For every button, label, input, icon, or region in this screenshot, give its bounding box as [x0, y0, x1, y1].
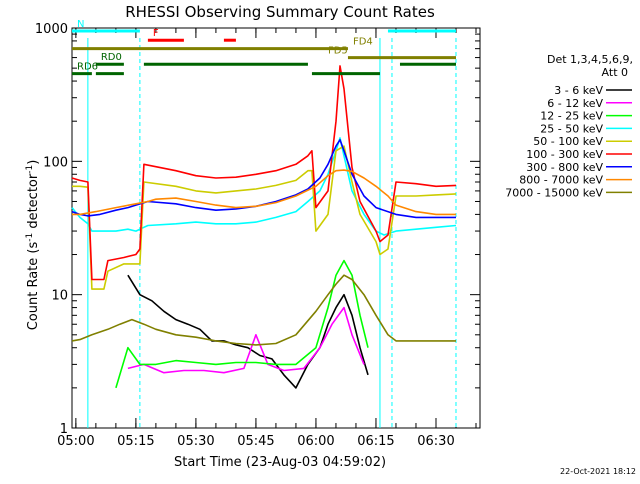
series-line [71, 137, 457, 236]
legend-label: 25 - 50 keV [540, 122, 603, 135]
series-line [71, 65, 457, 281]
series-line [127, 274, 369, 389]
annotation-label: FD5 [328, 46, 348, 57]
annotation-label: RD6 [77, 62, 98, 73]
x-tick-label: 05:30 [177, 434, 214, 449]
y-tick-label: 10 [51, 289, 68, 304]
y-axis-label: Count Rate (s-1 detector-1) [25, 160, 41, 331]
annotation-label: FD4 [353, 37, 373, 48]
legend-label: 12 - 25 keV [540, 110, 603, 123]
series-line [72, 169, 456, 216]
legend-label: 300 - 800 keV [526, 161, 603, 174]
x-tick-label: 06:15 [357, 434, 394, 449]
x-axis-label: Start Time (23-Aug-03 04:59:02) [174, 455, 386, 470]
legend-label: 100 - 300 keV [526, 148, 603, 161]
legend-label: 3 - 6 keV [554, 84, 603, 97]
x-tick-label: 05:15 [117, 434, 154, 449]
series-line [72, 145, 457, 290]
annotation-label: N [77, 19, 84, 30]
annotation-label: F [153, 28, 159, 39]
legend-header-line-1: Det 1,3,4,5,6,9, [547, 53, 633, 66]
y-tick-label: 1 [60, 422, 68, 437]
footer-timestamp: 22-Oct-2021 18:12 [560, 467, 636, 476]
y-tick-label: 100 [43, 155, 68, 170]
legend-label: 800 - 7000 keV [519, 174, 603, 187]
series-line [127, 306, 365, 374]
plot-area: 1 10 100 1000 05:00 05:15 05:30 05:45 06:00 06:15… [35, 19, 481, 449]
legend-label: 7000 - 15000 keV [505, 186, 603, 199]
x-tick-label: 05:00 [57, 434, 94, 449]
annotation-label: RD0 [101, 52, 122, 63]
y-tick-label: 1000 [35, 22, 68, 37]
series-line [71, 274, 456, 346]
x-tick-label: 05:45 [237, 434, 274, 449]
legend-label: 6 - 12 keV [547, 97, 603, 110]
series-line [71, 139, 456, 219]
chart-title: RHESSI Observing Summary Count Rates [125, 3, 435, 21]
series-line [115, 259, 369, 389]
svg-text:Count Rate (s-1 detector-1): Count Rate (s-1 detector-1) [25, 160, 41, 331]
legend-label: 50 - 100 keV [533, 135, 603, 148]
x-tick-label: 06:00 [297, 434, 334, 449]
x-tick-label: 06:30 [417, 434, 454, 449]
legend-header-line-2: Att 0 [602, 66, 628, 79]
